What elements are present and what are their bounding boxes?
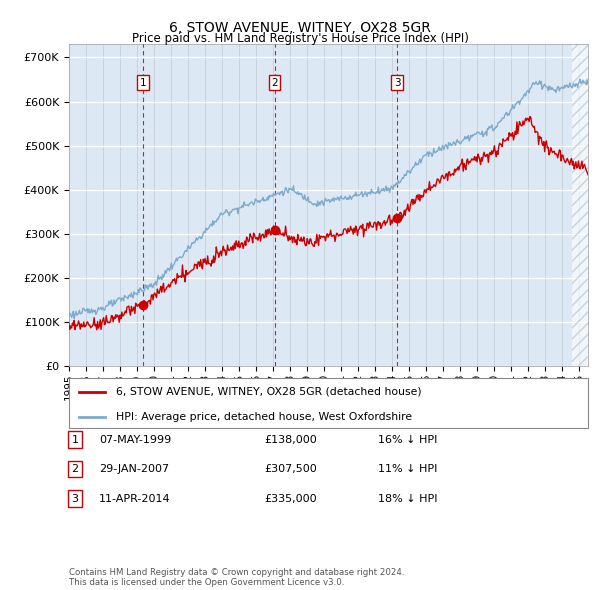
Text: HPI: Average price, detached house, West Oxfordshire: HPI: Average price, detached house, West… (116, 412, 412, 422)
Text: 16% ↓ HPI: 16% ↓ HPI (378, 435, 437, 444)
Text: 11% ↓ HPI: 11% ↓ HPI (378, 464, 437, 474)
Text: 3: 3 (71, 494, 79, 503)
Text: 2: 2 (71, 464, 79, 474)
FancyBboxPatch shape (69, 378, 588, 428)
Text: £335,000: £335,000 (264, 494, 317, 503)
Text: Price paid vs. HM Land Registry's House Price Index (HPI): Price paid vs. HM Land Registry's House … (131, 32, 469, 45)
Text: 29-JAN-2007: 29-JAN-2007 (99, 464, 169, 474)
Text: £138,000: £138,000 (264, 435, 317, 444)
Text: 18% ↓ HPI: 18% ↓ HPI (378, 494, 437, 503)
Text: 2: 2 (271, 78, 278, 88)
Text: 3: 3 (394, 78, 400, 88)
Text: 1: 1 (71, 435, 79, 444)
Text: £307,500: £307,500 (264, 464, 317, 474)
Text: 6, STOW AVENUE, WITNEY, OX28 5GR: 6, STOW AVENUE, WITNEY, OX28 5GR (169, 21, 431, 35)
Text: Contains HM Land Registry data © Crown copyright and database right 2024.
This d: Contains HM Land Registry data © Crown c… (69, 568, 404, 587)
Text: 11-APR-2014: 11-APR-2014 (99, 494, 170, 503)
Text: 07-MAY-1999: 07-MAY-1999 (99, 435, 171, 444)
Text: 1: 1 (140, 78, 146, 88)
Text: 6, STOW AVENUE, WITNEY, OX28 5GR (detached house): 6, STOW AVENUE, WITNEY, OX28 5GR (detach… (116, 386, 421, 396)
